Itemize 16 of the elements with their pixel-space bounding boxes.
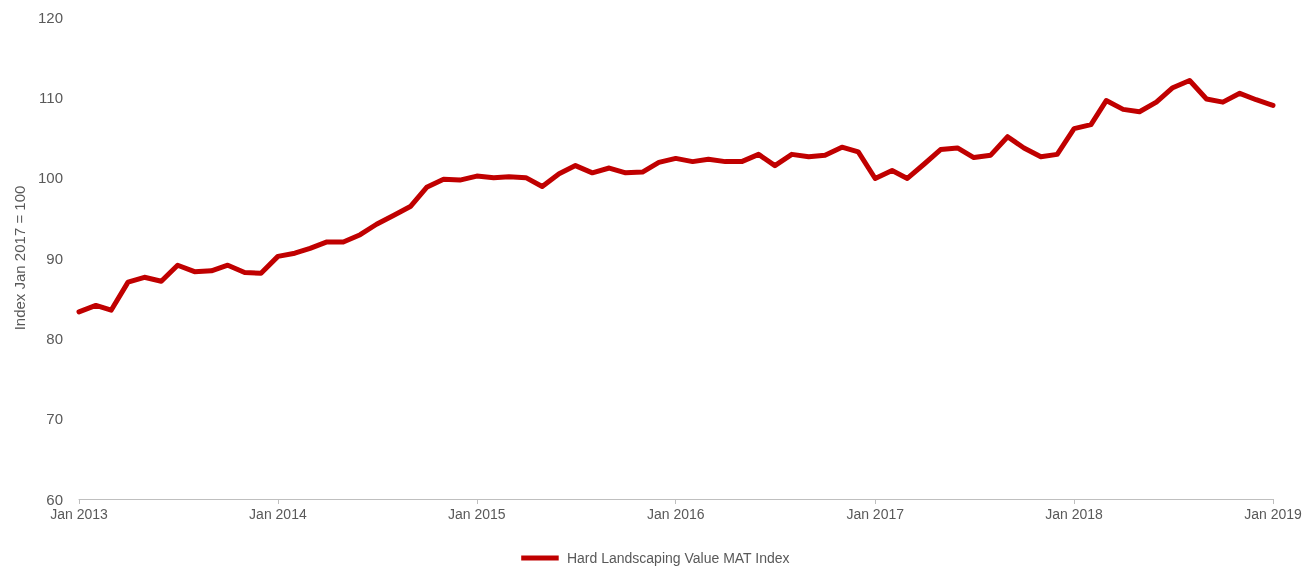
- legend-label: Hard Landscaping Value MAT Index: [566, 550, 790, 566]
- x-tick-label: Jan 2015: [448, 506, 506, 522]
- x-tick-label: Jan 2014: [249, 506, 307, 522]
- x-tick-label: Jan 2017: [846, 506, 905, 522]
- y-tick-label: 120: [37, 8, 63, 26]
- y-tick-label: 70: [46, 410, 63, 428]
- x-tick-label: Jan 2019: [1244, 506, 1303, 522]
- y-axis-title: Index Jan 2017 = 100: [11, 185, 29, 331]
- y-tick-label: 100: [37, 169, 63, 187]
- x-tick-label: Jan 2016: [646, 506, 705, 522]
- y-tick-label: 60: [46, 490, 63, 508]
- x-tick-label: Jan 2013: [50, 506, 109, 522]
- x-tick-label: Jan 2018: [1045, 506, 1104, 522]
- y-tick-label: 80: [46, 329, 63, 347]
- y-tick-label: 110: [39, 88, 63, 106]
- y-tick-label: 90: [46, 249, 63, 267]
